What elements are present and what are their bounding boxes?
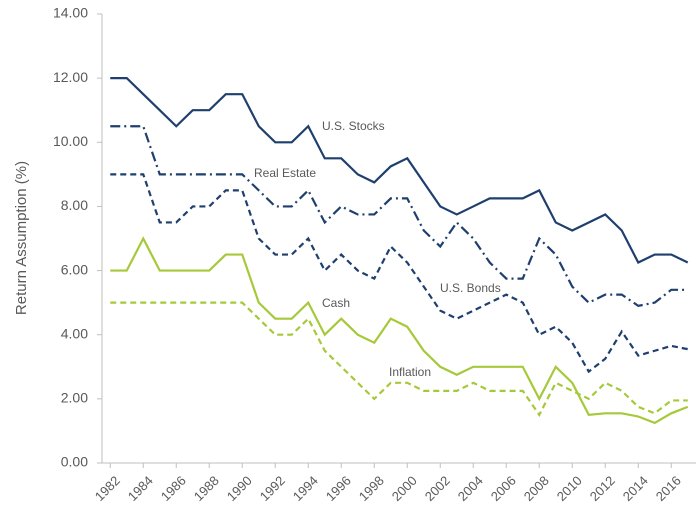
x-tick-label: 2000 [389, 473, 420, 504]
y-axis-label: Return Assumption (%) [13, 161, 30, 315]
x-tick-label: 1994 [290, 473, 321, 504]
x-tick-label: 1998 [356, 473, 387, 504]
series-label: Cash [322, 296, 350, 310]
series-label: U.S. Stocks [322, 119, 385, 133]
x-tick-label: 2014 [620, 473, 651, 504]
x-tick-label: 1988 [191, 473, 222, 504]
series-line [110, 301, 688, 418]
series-label: Real Estate [254, 166, 316, 180]
x-tick-label: 1982 [92, 473, 123, 504]
x-tick-label: 2012 [587, 473, 618, 504]
x-tick-label: 2004 [455, 473, 486, 504]
series-line [110, 77, 689, 265]
y-tick-label: 12.00 [53, 69, 88, 85]
x-tick-label: 2006 [488, 473, 519, 504]
x-tick-label: 2016 [653, 473, 684, 504]
y-tick-label: 0.00 [61, 454, 88, 470]
series-line [110, 236, 689, 425]
y-tick-label: 6.00 [61, 261, 88, 277]
x-tick-label: 1986 [158, 473, 189, 504]
y-tick-label: 8.00 [61, 197, 88, 213]
x-tick-label: 1992 [257, 473, 288, 504]
y-tick-label: 4.00 [61, 325, 88, 341]
series-label: Inflation [389, 365, 431, 379]
x-tick-label: 2002 [422, 473, 453, 504]
series-line [110, 173, 688, 374]
y-tick-label: 10.00 [53, 133, 88, 149]
series-label: U.S. Bonds [440, 281, 501, 295]
y-tick-label: 14.00 [53, 5, 88, 21]
x-tick-label: 2008 [521, 473, 552, 504]
x-tick-label: 1996 [323, 473, 354, 504]
y-tick-label: 2.00 [61, 390, 88, 406]
x-tick-label: 2010 [554, 473, 585, 504]
x-tick-label: 1984 [125, 473, 156, 504]
x-tick-label: 1990 [224, 473, 255, 504]
